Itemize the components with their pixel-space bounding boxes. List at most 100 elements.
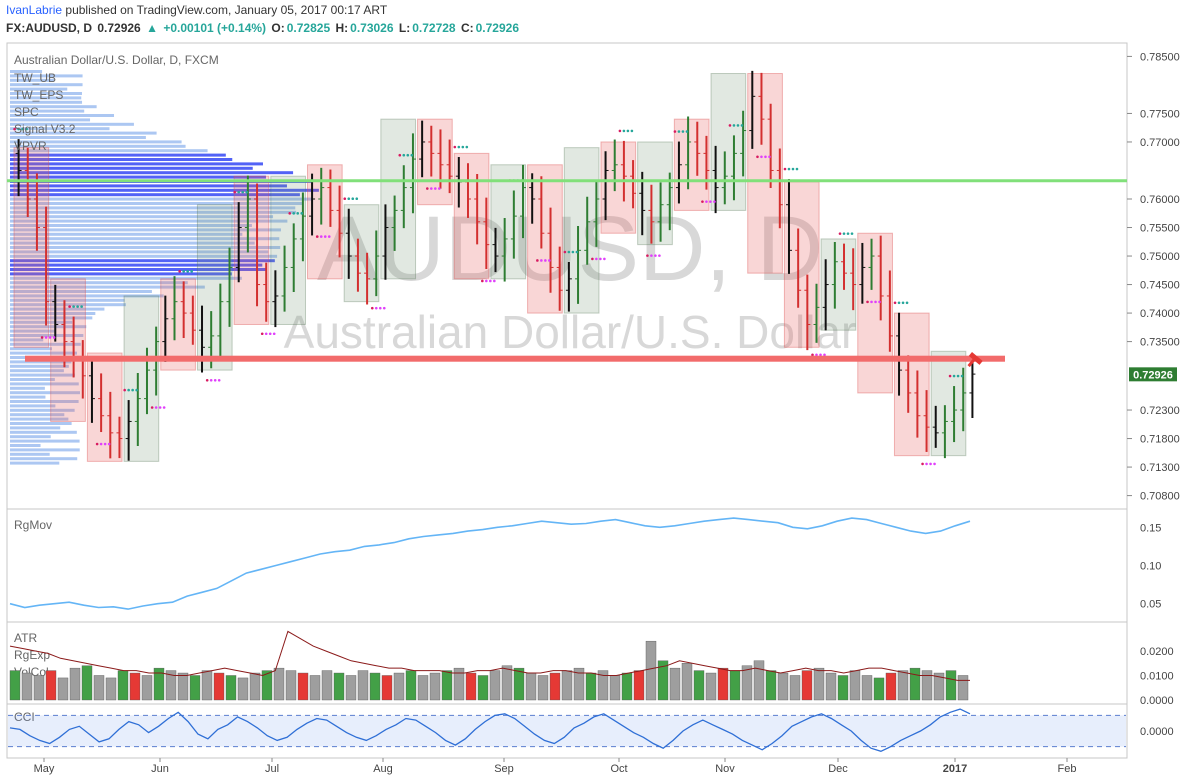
signal-dot — [123, 388, 126, 392]
profile-bar — [10, 369, 64, 373]
signal-dot — [658, 254, 661, 257]
signal-dot — [874, 300, 877, 304]
support-line[interactable] — [25, 355, 1005, 362]
signal-box — [893, 312, 930, 457]
ohlc-line: FX:AUDUSD, D 0.72926 ▲ +0.00101 (+0.14%)… — [6, 21, 521, 35]
atr-bar — [789, 675, 801, 701]
signal-box — [453, 152, 490, 280]
signal-dot — [264, 332, 268, 336]
profile-bar — [10, 114, 115, 117]
change-value: +0.00101 (+0.14%) — [163, 21, 267, 35]
profile-bar — [10, 342, 81, 346]
indicator-label-1[interactable]: TW_EPS — [14, 88, 63, 102]
signal-dot — [355, 197, 359, 201]
cci-line — [9, 708, 971, 752]
profile-bar — [10, 329, 55, 333]
signal-dot — [756, 155, 759, 159]
signal-dot — [300, 212, 304, 215]
signal-dot — [736, 124, 740, 127]
profile-bar — [10, 259, 275, 263]
atr-bar — [717, 667, 729, 701]
signal-dot — [575, 250, 579, 254]
high-label: H: — [335, 21, 349, 35]
profile-bar — [10, 395, 46, 399]
signal-dot — [351, 197, 355, 201]
time-tick-label: Jul — [265, 763, 279, 775]
signal-dot — [233, 190, 236, 194]
atr-bar — [909, 667, 921, 701]
atr-bar — [729, 670, 741, 701]
atr-bar — [249, 672, 261, 701]
atr-bar — [597, 670, 609, 701]
signal-dot — [378, 306, 382, 310]
atr-bar — [573, 667, 585, 701]
cci-band — [8, 715, 1126, 747]
signal-dot — [925, 462, 928, 466]
signal-dot — [603, 257, 606, 261]
signal-dot — [158, 406, 162, 409]
signal-dot — [406, 153, 410, 157]
indicator-label-4[interactable]: VPVR — [14, 139, 47, 153]
cci-pane: 0.0000 — [8, 708, 1174, 752]
watermark-name: Australian Dollar/U.S. Dollar — [284, 306, 857, 358]
signal-dot — [268, 332, 272, 336]
volume-profile — [10, 70, 319, 465]
signal-dot — [681, 130, 685, 133]
atr-bar — [9, 670, 21, 701]
price-tick-label: 0.71300 — [1140, 462, 1180, 474]
atr-bar — [609, 675, 621, 701]
atr-bar — [465, 672, 477, 701]
signal-dot — [178, 270, 181, 273]
signal-dot — [135, 388, 138, 392]
signal-dot — [548, 259, 551, 262]
author-link[interactable]: IvanLabrie — [6, 3, 63, 17]
atr-bar — [513, 667, 525, 701]
indicator-label-0[interactable]: TW_UB — [14, 71, 56, 85]
flag-icon[interactable] — [964, 352, 983, 371]
rgmov-pane-border — [6, 508, 1128, 623]
rgmov-tick-label: 0.10 — [1140, 561, 1161, 573]
profile-bar — [10, 285, 205, 289]
atr-bar — [765, 670, 777, 701]
profile-bar — [10, 422, 72, 425]
signal-dot — [95, 442, 99, 446]
profile-bar — [10, 268, 267, 271]
time-tick-label: Feb — [1058, 763, 1077, 775]
signal-dot — [536, 259, 539, 262]
profile-bar — [10, 127, 110, 131]
atr-bar — [225, 675, 237, 701]
profile-bar — [10, 448, 80, 452]
time-tick-label: 2017 — [943, 763, 967, 775]
indicator-label-2[interactable]: SPC — [14, 105, 39, 119]
signal-dot — [21, 127, 24, 131]
signal-dot — [728, 124, 732, 127]
profile-bar — [10, 290, 152, 293]
atr-bar — [585, 672, 597, 701]
rgmov-pane: 0.15 0.10 0.05 — [9, 517, 1161, 611]
signal-dot — [650, 254, 653, 257]
indicator-label-3[interactable]: Signal V3.2 — [14, 122, 76, 136]
signal-box — [490, 164, 527, 280]
close-value: 0.72926 — [475, 21, 520, 35]
signal-dot — [438, 187, 441, 190]
profile-bar — [10, 175, 266, 179]
profile-bar — [10, 325, 87, 329]
price-axis[interactable]: 0.78500 0.77500 0.77000 0.76000 0.75500 0.750… — [1127, 51, 1180, 503]
profile-bar — [10, 202, 302, 205]
atr-bar — [33, 675, 45, 701]
signal-box — [123, 295, 160, 462]
profile-bar — [10, 400, 79, 403]
atr-bar — [753, 660, 765, 701]
time-axis[interactable]: May Jun Jul Aug Sep Oct Nov Dec 2017 Feb — [34, 758, 1077, 775]
rgmov-tick-label: 0.05 — [1140, 599, 1161, 611]
profile-bar — [10, 439, 80, 443]
profile-bar — [10, 140, 182, 144]
signal-dot — [426, 187, 429, 190]
rgexp-line — [9, 630, 970, 681]
profile-bar — [10, 197, 313, 201]
profile-bar — [10, 228, 281, 232]
signal-box — [233, 175, 270, 325]
signal-dot — [190, 270, 193, 273]
atr-bar — [333, 672, 345, 701]
